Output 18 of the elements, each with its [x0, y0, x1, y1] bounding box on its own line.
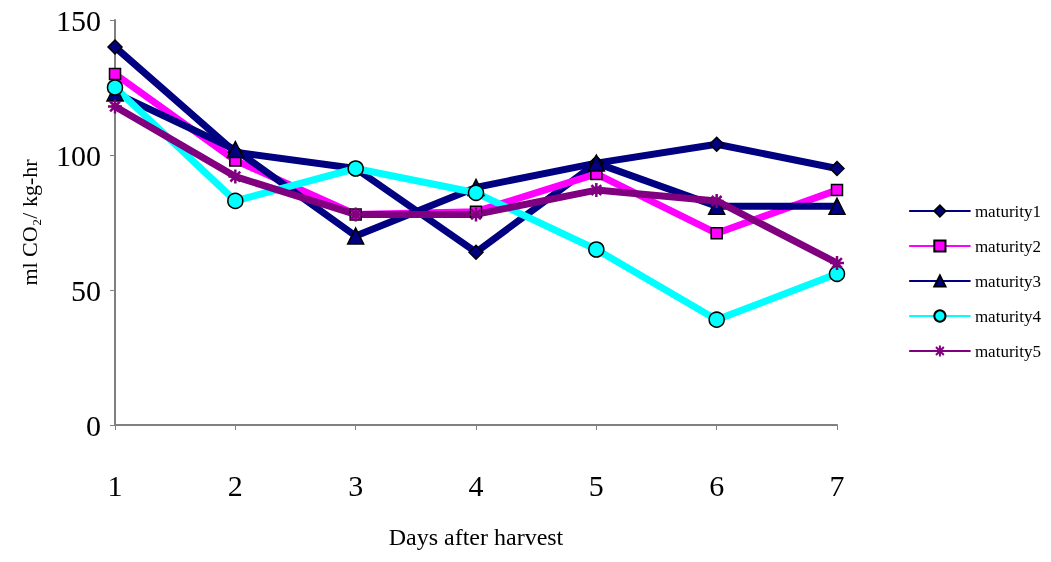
legend-label: maturity1	[974, 201, 1042, 221]
x-tick-label: 7	[829, 468, 845, 502]
legend-label: maturity4	[974, 306, 1042, 326]
y-axis-title: ml CO₂/ kg-hr	[16, 158, 42, 286]
x-tick-label: 4	[468, 468, 484, 502]
x-tick-label: 3	[348, 468, 364, 502]
x-tick-label: 5	[588, 468, 604, 502]
legend-label: maturity2	[974, 236, 1042, 256]
legend-label: maturity3	[974, 271, 1042, 291]
x-tick-label: 6	[709, 468, 725, 502]
y-tick-label: 100	[56, 138, 101, 172]
x-tick-label: 1	[107, 468, 123, 502]
y-tick-label: 150	[56, 3, 101, 37]
y-tick-label: 0	[86, 408, 101, 442]
y-tick-label: 50	[71, 273, 101, 307]
x-axis-title: Days after harvest	[388, 524, 564, 550]
legend-label: maturity5	[974, 341, 1042, 361]
x-tick-label: 2	[227, 468, 243, 502]
